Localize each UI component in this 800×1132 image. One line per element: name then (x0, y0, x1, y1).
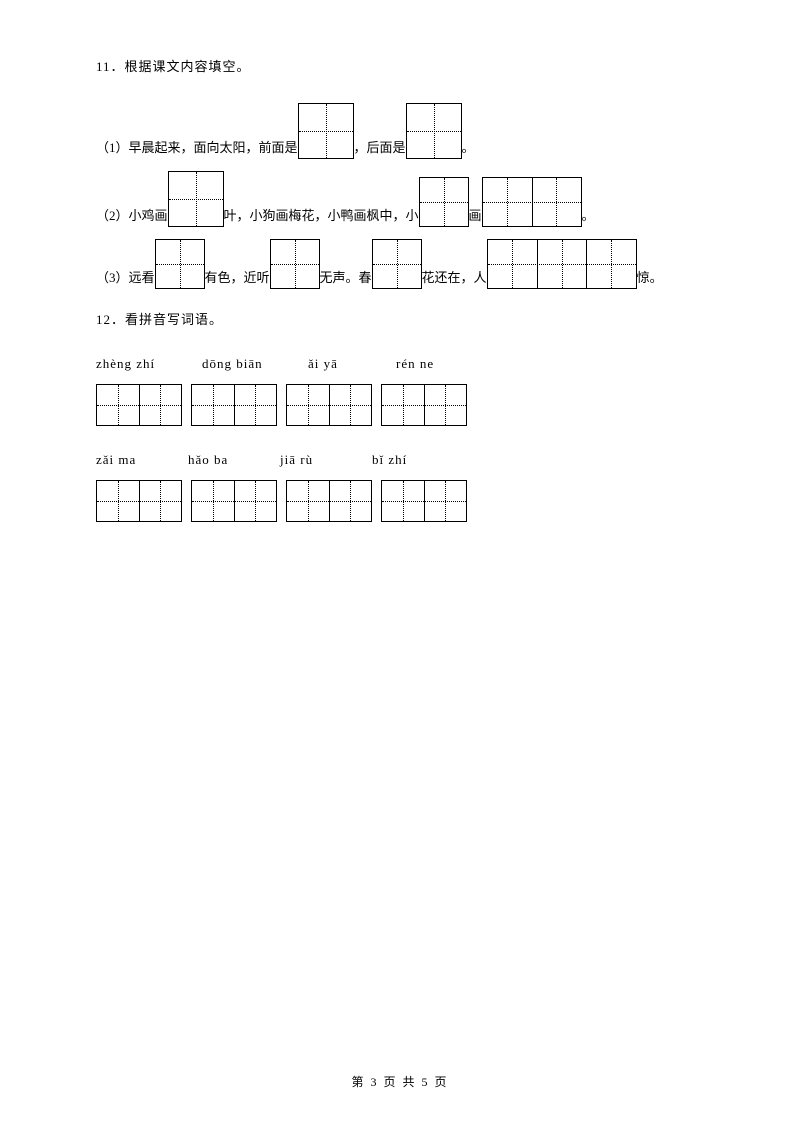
q11-l1-c: 。 (462, 139, 475, 159)
grid-box-double (381, 480, 467, 522)
q11-l2-d: 。 (582, 207, 595, 227)
grid-box (419, 177, 469, 227)
pinyin: dōng biān (202, 356, 280, 372)
q12-boxes-row2 (96, 480, 720, 522)
grid-box-double (381, 384, 467, 426)
grid-box-double (96, 480, 182, 522)
q11-l3-c: 无声。春 (320, 269, 372, 289)
grid-box-double (482, 177, 582, 227)
q11-l3-a: （3）远看 (96, 269, 155, 289)
grid-box-double (191, 384, 277, 426)
q11-l3-b: 有色，近听 (205, 269, 270, 289)
q12-boxes-row1 (96, 384, 720, 426)
q12-pinyin-row1: zhèng zhí dōng biān ǎi yā rén ne (96, 356, 720, 372)
grid-box-triple (487, 239, 637, 289)
grid-box-double (191, 480, 277, 522)
grid-box-double (286, 480, 372, 522)
q11-line3: （3）远看 有色，近听 无声。春 花还在，人 惊。 (96, 239, 720, 289)
pinyin: hǎo ba (188, 452, 252, 468)
pinyin: bǐ zhí (372, 452, 436, 468)
grid-box (372, 239, 422, 289)
grid-box (406, 103, 462, 159)
q12-title: 12．看拼音写词语。 (96, 309, 720, 328)
page-content: 11．根据课文内容填空。 （1）早晨起来，面向太阳，前面是 ，后面是 。 （2）… (0, 0, 800, 522)
q11-line2: （2）小鸡画 叶，小狗画梅花，小鸭画枫中，小 画 。 (96, 171, 720, 227)
q11-l1-a: （1）早晨起来，面向太阳，前面是 (96, 139, 298, 159)
grid-box-double (96, 384, 182, 426)
q11-l3-d: 花还在，人 (422, 269, 487, 289)
q11-l1-b: ，后面是 (354, 139, 406, 159)
pinyin: zhèng zhí (96, 356, 174, 372)
page-footer: 第 3 页 共 5 页 (0, 1073, 800, 1090)
grid-box (270, 239, 320, 289)
q11-l3-e: 惊。 (637, 269, 663, 289)
q11-l2-c: 画 (469, 207, 482, 227)
grid-box (298, 103, 354, 159)
grid-box-double (286, 384, 372, 426)
pinyin: zǎi ma (96, 452, 160, 468)
pinyin: ǎi yā (308, 356, 368, 372)
q11-l2-b: 叶，小狗画梅花，小鸭画枫中，小 (224, 207, 419, 227)
pinyin: rén ne (396, 356, 456, 372)
grid-box (168, 171, 224, 227)
q11-title: 11．根据课文内容填空。 (96, 56, 720, 75)
pinyin: jiā rù (280, 452, 344, 468)
grid-box (155, 239, 205, 289)
q11-l2-a: （2）小鸡画 (96, 207, 168, 227)
q12-pinyin-row2: zǎi ma hǎo ba jiā rù bǐ zhí (96, 452, 720, 468)
q11-line1: （1）早晨起来，面向太阳，前面是 ，后面是 。 (96, 103, 720, 159)
